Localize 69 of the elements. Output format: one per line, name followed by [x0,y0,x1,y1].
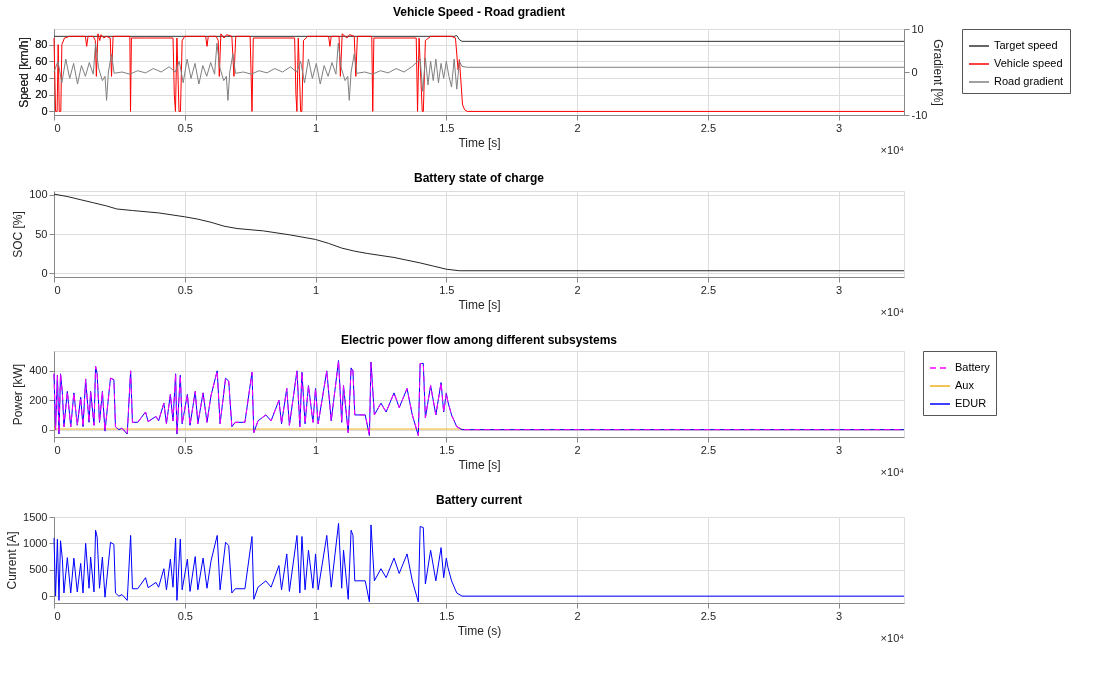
text: ×10⁴ [880,144,905,156]
y-tick-label: 100 [29,188,48,201]
y-tick-label: 0 [41,104,48,117]
y-tick-label: 500 [29,563,48,576]
y-axis-title: Power [kW] [11,363,26,426]
y-tick-label: 60 [35,54,48,67]
x-tick-label: 0 [54,443,61,456]
y-tick-label: 400 [29,364,48,377]
x-tick-label: 0 [54,283,61,296]
x-tick-label: 0.5 [177,443,193,456]
legend-label: Target speed [994,39,1058,51]
y-tick-label: 1500 [23,510,48,523]
y-tick-label: 1000 [23,536,48,549]
legend-label: Vehicle speed [994,57,1063,69]
y-tick-label: 80 [35,38,48,51]
x-tick-label: 2.5 [700,283,716,296]
x-tick-label: 2.5 [700,609,716,622]
x-tick-label: 1.5 [439,443,455,456]
x-tick-label: 3 [836,283,843,296]
x-tick-label: 0.5 [177,283,193,296]
x-tick-label: 1 [312,121,320,134]
chart-title: Electric power flow among different subsystems [340,332,618,347]
x-tick-label: 1.5 [439,121,455,134]
chart-title: Battery state of charge [413,170,545,185]
x-tick-label: 1.5 [439,283,455,296]
x-tick-label: 2.5 [700,443,716,456]
x-tick-label: 2.5 [700,121,716,134]
y-tick-label: 0 [41,423,48,436]
text: ×10⁴ [880,466,905,478]
x-tick-label: 3 [836,121,843,134]
y-tick-label: 0 [41,589,48,602]
y-axis-title: SOC [%] [11,211,26,258]
x-axis-title: Time [s] [458,135,501,150]
x-axis-title: Time (s) [457,623,502,638]
x-tick-label: 3 [836,609,843,622]
y2-tick-label: 0 [911,65,918,78]
x-axis-title: Time [s] [458,297,501,312]
legend-label: Road gradient [994,75,1064,87]
x-tick-label: 2 [574,443,581,456]
text: ×10⁴ [880,306,905,318]
y-tick-label: 0 [41,266,48,279]
x-tick-label: 0.5 [177,609,193,622]
chart-title: Vehicle Speed - Road gradient [392,5,566,19]
y2-tick-label: 10 [911,22,924,35]
y-tick-label: 50 [35,227,48,240]
y-tick-label: 20 [35,88,48,101]
y2-tick-label: -10 [911,108,928,121]
x-tick-label: 2 [574,283,581,296]
x-tick-label: 3 [836,443,843,456]
chart-title: Battery current [435,493,523,507]
x-tick-label: 0 [54,609,61,622]
x-tick-label: 2 [574,609,581,622]
x-axis-title: Time [s] [458,457,501,472]
x-tick-label: 0.5 [177,121,193,134]
y-axis-title: Current [A] [5,531,20,590]
x-tick-label: 1 [312,609,320,622]
y2-axis-title: Gradient [%] [931,39,946,106]
y-tick-label: 200 [29,393,48,406]
x-tick-label: 2 [574,121,581,134]
legend-label: EDUR [955,397,987,409]
x-tick-label: 1 [312,443,320,456]
x-tick-label: 0 [54,121,61,134]
legend-label: Battery [955,361,991,373]
x-tick-label: 1 [312,283,320,296]
y-axis-title: Speed [km/h] [17,37,32,108]
text: ×10⁴ [880,632,905,644]
x-tick-label: 1.5 [439,609,455,622]
legend-label: Aux [955,379,975,391]
y-tick-label: 40 [35,71,48,84]
